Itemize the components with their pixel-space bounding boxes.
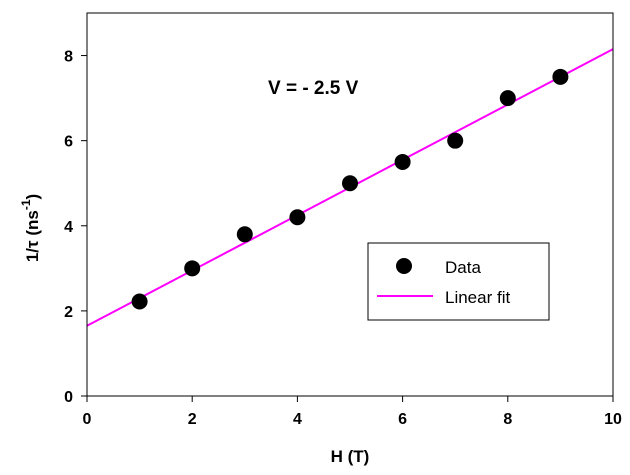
- data-point: [342, 175, 358, 192]
- legend-box: [367, 242, 550, 321]
- data-point: [184, 260, 201, 277]
- y-axis-title: 1/τ (ns-1): [19, 194, 42, 262]
- data-point: [131, 293, 148, 310]
- data-point: [499, 90, 516, 107]
- y-axis-ticks: 0 2 4 6 8: [64, 49, 87, 406]
- y-axis-title-superscript: -1: [19, 199, 33, 210]
- x-tick-label: 10: [604, 411, 622, 428]
- y-tick-label: 8: [64, 49, 73, 66]
- y-tick-label: 2: [64, 304, 73, 321]
- data-point: [289, 209, 306, 226]
- y-tick-label: 4: [64, 219, 73, 236]
- legend-label-fit: Linear fit: [445, 288, 510, 307]
- x-tick-label: 6: [398, 411, 407, 428]
- y-axis-title-close: ): [23, 194, 42, 200]
- axes-frame: [86, 12, 614, 397]
- x-axis-ticks: 0 2 4 6 8 10: [83, 396, 622, 428]
- x-tick-label: 2: [188, 411, 197, 428]
- data-point: [552, 68, 569, 85]
- legend: Data Linear fit: [367, 242, 550, 321]
- annotation-voltage: V = - 2.5 V: [268, 78, 359, 99]
- y-axis-title-main: 1/τ (ns: [23, 210, 42, 262]
- plot-frame: [86, 12, 614, 397]
- plot-area: [86, 48, 614, 327]
- x-tick-label: 8: [503, 411, 512, 428]
- data-point: [394, 153, 411, 170]
- data-point: [236, 226, 253, 243]
- y-tick-label: 0: [64, 389, 73, 406]
- x-axis-title: H (T): [331, 447, 370, 466]
- y-tick-label: 6: [64, 134, 73, 151]
- legend-label-data: Data: [445, 258, 481, 277]
- data-point: [447, 132, 464, 149]
- legend-data-marker: [396, 258, 412, 274]
- x-tick-label: 4: [293, 411, 302, 428]
- x-tick-label: 0: [83, 411, 92, 428]
